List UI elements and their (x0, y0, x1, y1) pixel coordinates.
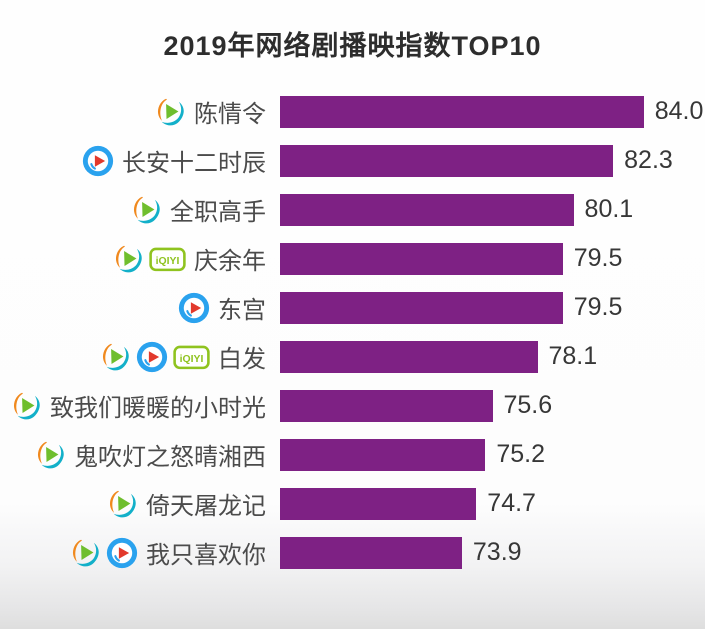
chart-row: 倚天屠龙记 74.7 (0, 479, 705, 528)
bar-cell: 74.7 (280, 487, 705, 520)
page-title: 2019年网络剧播映指数TOP10 (163, 31, 542, 61)
svg-text:iQIYI: iQIYI (156, 256, 180, 267)
iqiyi-icon: iQIYI (149, 246, 186, 272)
bar-cell: 75.2 (280, 438, 705, 471)
row-label-cell: iQIYI 白发 (0, 339, 280, 374)
row-label-cell: 陈情令 (0, 94, 280, 129)
tencent-video-icon (113, 244, 144, 274)
youku-icon (136, 341, 168, 373)
value-label: 80.1 (584, 195, 634, 223)
bar-cell: 78.1 (280, 340, 705, 373)
row-label-cell: 东宫 (0, 290, 280, 325)
value-label: 75.6 (503, 391, 553, 419)
row-label: 我只喜欢你 (146, 542, 266, 569)
platform-icons (178, 292, 210, 324)
youku-icon (178, 292, 210, 324)
tencent-video-icon (107, 489, 138, 519)
bar-cell: 80.1 (280, 193, 705, 226)
row-label: 致我们暖暖的小时光 (50, 395, 266, 422)
row-label: 陈情令 (194, 101, 266, 128)
value-label: 82.3 (624, 146, 673, 174)
tencent-video-icon (70, 538, 101, 568)
row-label-cell: 致我们暖暖的小时光 (0, 388, 280, 423)
chart-row: 我只喜欢你 73.9 (0, 528, 705, 577)
bar (280, 242, 563, 275)
bar (280, 438, 486, 471)
row-label: 白发 (218, 346, 266, 373)
bar-cell: 73.9 (280, 536, 705, 569)
iqiyi-icon: iQIYI (173, 344, 210, 370)
row-label: 鬼吹灯之怒晴湘西 (74, 444, 266, 471)
value-label: 79.5 (573, 244, 623, 272)
row-label-cell: iQIYI 庆余年 (0, 241, 280, 276)
tencent-video-icon (155, 97, 186, 127)
tencent-video-icon (11, 391, 42, 421)
bar (280, 144, 614, 177)
row-label-cell: 我只喜欢你 (0, 535, 280, 570)
platform-icons (11, 391, 42, 421)
chart-row: 陈情令 84.0 (0, 87, 705, 136)
svg-text:iQIYI: iQIYI (180, 354, 204, 365)
tencent-video-icon (131, 195, 162, 225)
value-label: 84.0 (654, 97, 704, 125)
value-label: 75.2 (496, 440, 545, 468)
bar-cell: 79.5 (280, 242, 705, 275)
bar (280, 291, 563, 324)
value-label: 78.1 (548, 342, 598, 370)
row-label-cell: 长安十二时辰 (0, 143, 280, 178)
youku-icon (82, 145, 114, 177)
chart-row: iQIYI 庆余年 79.5 (0, 234, 705, 283)
row-label: 全职高手 (170, 199, 266, 226)
youku-icon (106, 537, 138, 569)
row-label-cell: 全职高手 (0, 192, 280, 227)
row-label: 长安十二时辰 (122, 150, 266, 177)
tencent-video-icon (100, 342, 131, 372)
bar-cell: 75.6 (280, 389, 705, 422)
bar-cell: 82.3 (280, 144, 705, 177)
platform-icons (107, 489, 138, 519)
bar (280, 340, 538, 373)
row-label: 庆余年 (194, 248, 266, 275)
platform-icons (70, 537, 138, 569)
row-label-cell: 鬼吹灯之怒晴湘西 (0, 437, 280, 472)
platform-icons (131, 195, 162, 225)
bar (280, 487, 477, 520)
bar-chart: 陈情令 84.0 长安十二时辰 82.3 全职高手 80.1 iQIYI 庆余年 79.5 东宫 7… (0, 87, 705, 577)
bar (280, 389, 493, 422)
platform-icons (82, 145, 114, 177)
value-label: 73.9 (472, 538, 522, 566)
chart-row: iQIYI 白发 78.1 (0, 332, 705, 381)
value-label: 79.5 (573, 293, 623, 321)
bar (280, 536, 462, 569)
chart-row: 东宫 79.5 (0, 283, 705, 332)
platform-icons (155, 97, 186, 127)
chart-row: 鬼吹灯之怒晴湘西 75.2 (0, 430, 705, 479)
row-label-cell: 倚天屠龙记 (0, 486, 280, 521)
platform-icons: iQIYI (113, 244, 186, 274)
bar (280, 193, 574, 226)
chart-row: 全职高手 80.1 (0, 185, 705, 234)
row-label: 东宫 (218, 297, 266, 324)
bar (280, 95, 644, 128)
bar-cell: 79.5 (280, 291, 705, 324)
platform-icons: iQIYI (100, 341, 210, 373)
platform-icons (35, 440, 66, 470)
tencent-video-icon (35, 440, 66, 470)
value-label: 74.7 (487, 489, 536, 517)
chart-row: 致我们暖暖的小时光 75.6 (0, 381, 705, 430)
chart-row: 长安十二时辰 82.3 (0, 136, 705, 185)
bar-cell: 84.0 (280, 95, 705, 128)
row-label: 倚天屠龙记 (146, 493, 266, 520)
